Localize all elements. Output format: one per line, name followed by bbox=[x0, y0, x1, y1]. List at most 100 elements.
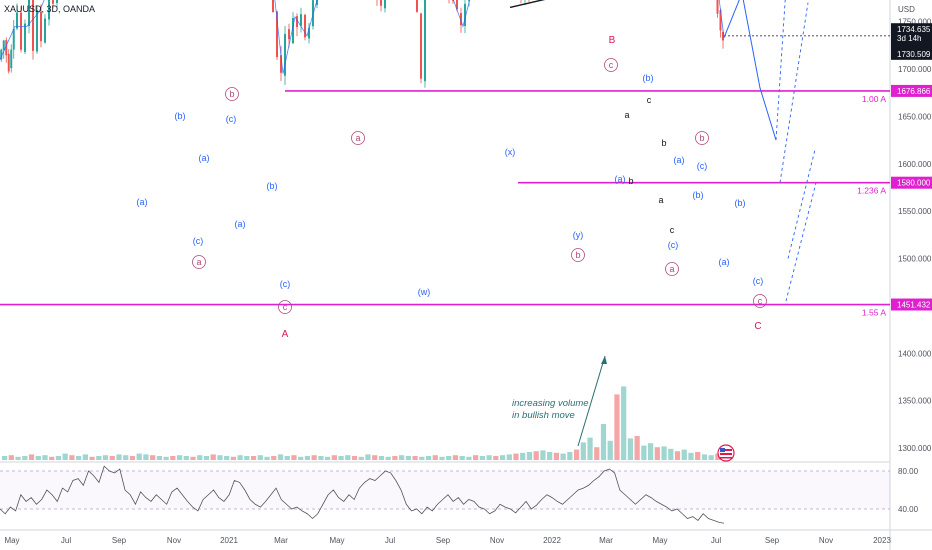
x-tick-label: 2021 bbox=[220, 536, 238, 545]
symbol-title: XAUUSD, 3D, OANDA bbox=[4, 4, 95, 14]
wave-label: b bbox=[575, 250, 580, 260]
candle-body bbox=[12, 28, 15, 50]
wave-label: c bbox=[670, 225, 675, 235]
x-tick-label: Sep bbox=[436, 536, 451, 545]
volume-bar bbox=[695, 452, 701, 460]
candles bbox=[0, 0, 724, 88]
price-tag-a1236-bg bbox=[891, 176, 932, 189]
volume-bar bbox=[264, 456, 270, 460]
volume-bar bbox=[493, 456, 499, 460]
volume-bar bbox=[203, 456, 210, 460]
price-tag-last: 1730.509 bbox=[897, 50, 931, 59]
volume-bar bbox=[526, 452, 533, 460]
future-dashed-arrow bbox=[779, 2, 809, 183]
wave-label: (c) bbox=[753, 276, 764, 286]
triangle-lower bbox=[509, 0, 546, 9]
volume-bar bbox=[594, 447, 600, 460]
wave-label: (c) bbox=[226, 114, 237, 124]
price-tag-a100-bg bbox=[891, 84, 932, 97]
wave-label-circle bbox=[278, 300, 292, 314]
wave-label: b bbox=[699, 133, 704, 143]
wave-label: B bbox=[609, 35, 616, 46]
volume-bar bbox=[345, 455, 351, 460]
volume-bar bbox=[156, 456, 162, 460]
candle-body bbox=[468, 0, 470, 1]
price-axis: 2200.0002150.0002100.0002050.0002000.000… bbox=[891, 18, 932, 453]
candle-body bbox=[28, 0, 30, 27]
x-tick-label: May bbox=[329, 536, 344, 545]
volume-bar bbox=[250, 456, 257, 460]
wave-label: (c) bbox=[193, 236, 204, 246]
volume-bar bbox=[365, 454, 371, 460]
volume-bar bbox=[176, 455, 183, 460]
volume-bar bbox=[668, 448, 674, 460]
volume-bar bbox=[479, 456, 485, 460]
candle-body bbox=[719, 9, 722, 31]
volume-bar bbox=[82, 454, 88, 460]
volume-bar bbox=[8, 455, 14, 460]
x-tick-label: Sep bbox=[112, 536, 127, 545]
wave-label: (c) bbox=[668, 240, 679, 250]
candle-body bbox=[20, 12, 22, 50]
volume-bar bbox=[15, 456, 21, 460]
volume-bar bbox=[2, 456, 8, 460]
candle-body bbox=[2, 40, 5, 51]
wave-label: (y) bbox=[573, 230, 584, 240]
rsi-line bbox=[0, 465, 725, 524]
volume-bar bbox=[587, 437, 593, 460]
candle-body bbox=[384, 0, 386, 9]
candle-body bbox=[272, 0, 274, 13]
volume-bar bbox=[661, 446, 667, 460]
candle-body bbox=[308, 27, 310, 39]
x-tick-label: Jul bbox=[385, 536, 395, 545]
wave-label-circle bbox=[351, 131, 365, 145]
volume-bar bbox=[573, 449, 580, 460]
currency-label: USD bbox=[898, 5, 915, 14]
wave-label: a bbox=[658, 195, 663, 205]
rsi-tick-label: 80.00 bbox=[898, 467, 919, 476]
wave-label: (w) bbox=[418, 287, 431, 297]
wave-label: C bbox=[754, 321, 761, 332]
y-tick-label: 1400.000 bbox=[898, 349, 932, 358]
volume-bar bbox=[55, 456, 62, 460]
rsi-band bbox=[0, 471, 890, 509]
volume-bar bbox=[412, 456, 418, 460]
candle-body bbox=[10, 49, 13, 69]
wave-label-circle bbox=[604, 58, 618, 72]
volume-bar bbox=[89, 456, 95, 460]
fib-level-label: 1.00 A bbox=[862, 94, 886, 104]
candle-body bbox=[722, 31, 724, 41]
volume-bar bbox=[102, 455, 109, 460]
volume-bar bbox=[499, 455, 506, 460]
annotation-line-2: in bullish move bbox=[512, 410, 575, 421]
wave-label-circle bbox=[753, 294, 767, 308]
volume-bar bbox=[331, 455, 337, 460]
volume-bar bbox=[540, 450, 546, 460]
y-tick-label: 1650.000 bbox=[898, 112, 932, 121]
wave-label: (a) bbox=[674, 155, 685, 165]
x-tick-label: May bbox=[4, 536, 19, 545]
flag-icon[interactable] bbox=[717, 444, 735, 462]
volume-bar bbox=[621, 386, 627, 460]
candle-body bbox=[460, 13, 462, 26]
volume-bar bbox=[291, 455, 297, 460]
wave-label: (a) bbox=[199, 153, 210, 163]
volume-bar bbox=[385, 456, 391, 460]
wave-label-circle bbox=[192, 255, 206, 269]
volume-bar bbox=[614, 394, 620, 460]
wave-label: (b) bbox=[643, 73, 654, 83]
volume-bar bbox=[399, 455, 405, 460]
candle-body bbox=[40, 11, 42, 42]
volume-bar bbox=[224, 456, 230, 460]
volume-bar bbox=[163, 456, 169, 460]
candle-body bbox=[420, 13, 422, 79]
y-tick-label: 1350.000 bbox=[898, 397, 932, 406]
candle-body bbox=[5, 40, 8, 56]
volume-bar bbox=[49, 456, 55, 460]
volume-bar bbox=[466, 456, 472, 460]
wave-label: (b) bbox=[735, 198, 746, 208]
wave-label: c bbox=[647, 95, 652, 105]
candle-body bbox=[280, 55, 282, 73]
price-tag-a155: 1451.432 bbox=[897, 301, 931, 310]
volume-bar bbox=[708, 455, 714, 460]
